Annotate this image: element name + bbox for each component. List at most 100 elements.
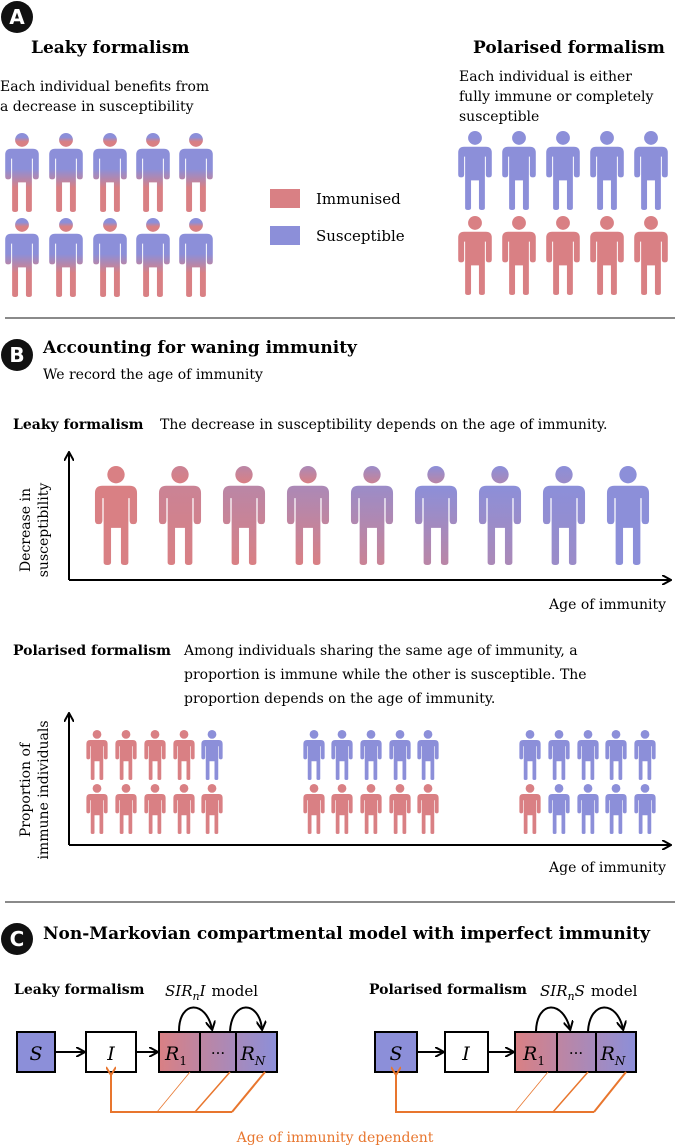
waning-person-0 [94,466,138,565]
waning-person-3 [286,466,330,565]
leaky-age-people [94,466,650,565]
age-group-1-person-0-4 [417,730,439,780]
age-group-1-person-0-2 [360,730,382,780]
panel-c: C Non-Markovian compartmental model with… [1,923,651,1146]
age-group-1-person-0-3 [389,730,411,780]
age-group-1-person-1-3 [389,784,411,834]
age-group-0-person-1-3 [173,784,195,834]
age-group-1-person-1-4 [417,784,439,834]
polarised-dots: ··· [569,1044,583,1062]
leaky-person-1-2 [93,218,127,297]
age-group-1-person-0-0 [303,730,325,780]
polarised-susceptible-person-2 [546,131,580,210]
polarised-people-grid [458,131,668,295]
leaky-person-0-4 [179,133,213,212]
polarised-r1-label: R1 [522,1043,545,1068]
polarised-y-label-2: immune individuals [36,720,52,859]
age-group-2-person-1-0 [519,784,541,834]
panel-a-leaky-desc-1: Each individual benefits from [0,79,209,95]
badge-a-label: A [9,5,25,29]
leaky-r-block [158,1031,278,1073]
polarised-r1-loop-arrow [535,1006,570,1031]
badge-b [1,339,33,371]
panel-a-polarised-desc-1: Each individual is either [459,69,632,85]
leaky-feedback-line [231,1071,266,1113]
panel-c-title: Non-Markovian compartmental model with i… [43,924,651,944]
legend-immunised-swatch [270,189,300,208]
polarised-susceptible-person-4 [634,131,668,210]
panel-c-leaky-label: Leaky formalism [14,982,145,998]
polarised-model-prefix: SIR [540,982,568,1000]
leaky-person-1-3 [136,218,170,297]
age-group-0-person-0-4 [201,730,223,780]
polarised-s-box [374,1031,418,1073]
age-group-2-person-0-2 [577,730,599,780]
panel-a: A Leaky formalism Each individual benefi… [0,1,668,297]
waning-person-4 [350,466,394,565]
age-group-0-person-1-2 [144,784,166,834]
polarised-susceptible-person-0 [458,131,492,210]
polarised-feedback-thin-2 [552,1071,589,1113]
leaky-i-label: I [106,1043,115,1065]
leaky-person-1-4 [179,218,213,297]
leaky-model-sub: n [193,990,200,1003]
polarised-feedback-thin-1 [514,1071,549,1113]
leaky-feedback-arrow [111,1074,232,1113]
leaky-compartment-diagram: S I R1 ··· RN [16,1006,278,1113]
leaky-model-prefix: SIR [165,982,193,1000]
polarised-model-sub: n [568,990,575,1003]
polarised-age-groups [86,730,656,834]
polarised-model-word: model [591,982,638,1000]
badge-a [1,1,33,33]
age-group-1-person-1-2 [360,784,382,834]
panel-a-polarised-desc-2: fully immune or completely [459,89,654,105]
age-group-0-person-1-1 [115,784,137,834]
polarised-s-label: S [389,1043,402,1065]
badge-c-label: C [10,927,25,951]
leaky-rn-loop-arrow [229,1006,262,1031]
age-group-1-person-1-0 [303,784,325,834]
leaky-r1-main: R [164,1043,179,1065]
polarised-i-label: I [461,1043,470,1065]
polarised-immunised-person-2 [546,216,580,295]
waning-person-5 [414,466,458,565]
leaky-dots: ··· [211,1044,225,1062]
leaky-x-label: Age of immunity [548,597,666,613]
waning-person-1 [158,466,202,565]
polarised-rn-loop-arrow [587,1006,623,1031]
panel-a-leaky-title: Leaky formalism [31,38,189,58]
leaky-model-word: model [212,982,259,1000]
leaky-y-label-2: susceptibility [36,483,52,578]
leaky-s-box [16,1031,56,1073]
legend-susceptible-label: Susceptible [316,227,405,245]
age-group-2-person-1-1 [548,784,570,834]
panel-a-polarised-title: Polarised formalism [473,38,665,58]
waning-person-2 [222,466,266,565]
age-group-2-person-1-3 [605,784,627,834]
age-group-0-person-1-4 [201,784,223,834]
polarised-immunised-person-3 [590,216,624,295]
age-group-2-person-0-3 [605,730,627,780]
polarised-feedback-arrow [396,1074,594,1113]
leaky-r1-sub: 1 [179,1054,187,1068]
age-group-2-person-0-0 [519,730,541,780]
polarised-immunised-person-0 [458,216,492,295]
polarised-susceptible-person-3 [590,131,624,210]
panel-a-polarised-desc-3: susceptible [459,109,539,125]
polarised-rn-label: RN [600,1043,626,1068]
age-group-0-person-0-0 [86,730,108,780]
leaky-rn-sub: N [254,1054,266,1068]
badge-c [1,923,33,955]
leaky-rn-main: R [240,1043,255,1065]
panel-c-leaky-model: SIRnI model [165,982,258,1003]
badge-b-label: B [9,343,24,367]
polarised-susceptible-person-1 [502,131,536,210]
age-group-1-person-1-1 [331,784,353,834]
panel-b-polarised-desc-2: proportion is immune while the other is … [184,667,587,683]
age-group-0-person-0-2 [144,730,166,780]
polarised-model-suffix: S [575,982,585,1000]
leaky-person-0-3 [136,133,170,212]
leaky-feedback-thin-2 [194,1071,231,1113]
leaky-person-1-0 [5,218,39,297]
